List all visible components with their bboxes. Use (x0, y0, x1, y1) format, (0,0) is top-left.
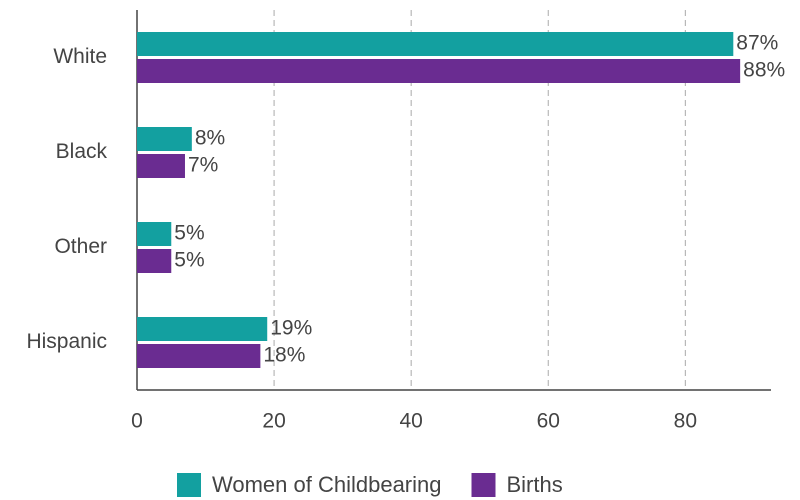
legend-label: Women of Childbearing (212, 472, 442, 497)
y-tick-label: Other (54, 235, 107, 258)
x-tick-label: 40 (399, 410, 422, 433)
value-label: 7% (188, 154, 218, 177)
legend-swatch (177, 473, 201, 497)
y-tick-label: White (53, 45, 107, 68)
y-tick-label: Hispanic (26, 330, 107, 353)
x-tick-label: 20 (262, 410, 285, 433)
value-label: 5% (174, 249, 204, 272)
bar (137, 127, 192, 151)
y-tick-label: Black (56, 140, 108, 163)
x-tick-label: 60 (537, 410, 560, 433)
bar (137, 344, 261, 368)
bar (137, 32, 734, 56)
x-tick-label: 80 (674, 410, 697, 433)
value-label: 5% (174, 222, 204, 245)
value-label: 18% (263, 344, 305, 367)
value-label: 87% (736, 32, 778, 55)
bar (137, 222, 172, 246)
bar (137, 249, 172, 273)
legend-swatch (471, 473, 496, 497)
value-label: 8% (195, 127, 225, 150)
bar (137, 317, 268, 341)
value-label: 19% (270, 317, 312, 340)
value-label: 88% (743, 59, 785, 82)
bar (137, 59, 741, 83)
x-tick-label: 0 (131, 410, 143, 433)
legend-label: Births (507, 472, 563, 497)
bar (137, 154, 185, 178)
